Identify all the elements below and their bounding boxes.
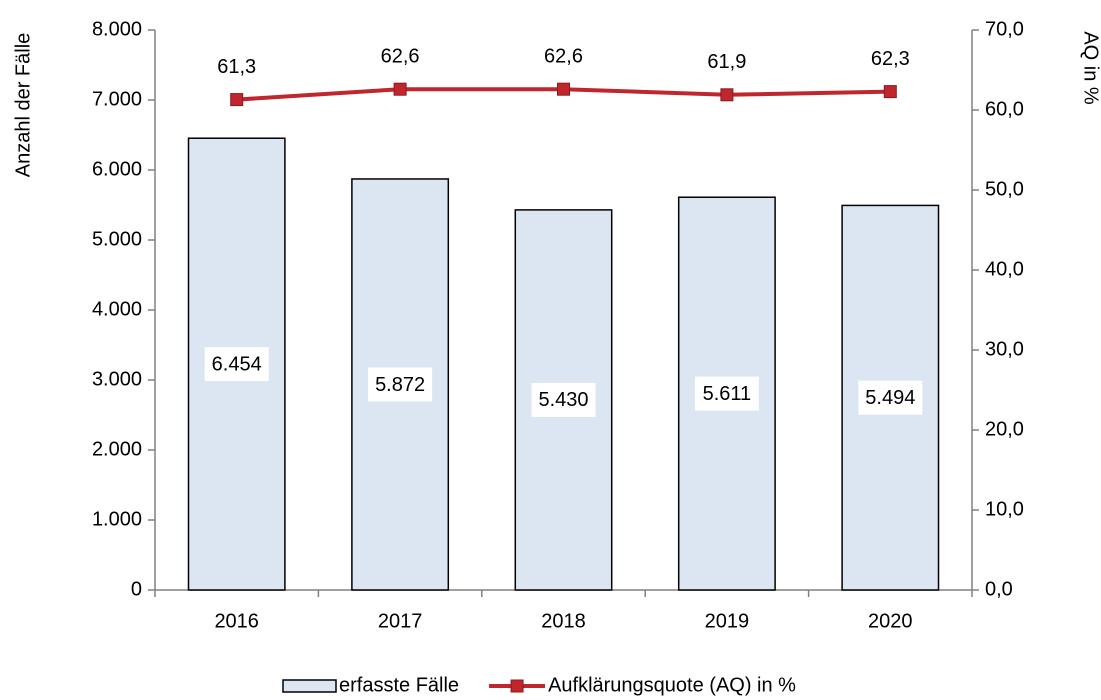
y-axis-label: Anzahl der Fälle [12,33,34,178]
line-value-label: 62,3 [871,48,910,70]
legend-swatch [282,679,337,693]
y2-tick-label: 60,0 [985,98,1024,120]
x-tick-label: 2019 [705,610,750,632]
y-tick-label: 4.000 [92,298,142,320]
y-tick-label: 8.000 [92,18,142,40]
y2-tick-label: 70,0 [985,18,1024,40]
line-value-label: 61,3 [217,56,256,78]
bar-value-label: 5.872 [375,374,425,396]
y2-tick-label: 30,0 [985,338,1024,360]
legend-label: Aufklärungsquote (AQ) in % [548,674,796,696]
line-value-label: 62,6 [544,45,583,67]
bar-label-box [858,380,923,415]
y-tick-label: 5.000 [92,228,142,250]
y-tick-label: 0 [131,578,142,600]
y-tick-label: 1.000 [92,508,142,530]
bar-value-label: 5.430 [538,389,588,411]
line-marker [557,82,570,96]
line-value-label: 61,9 [707,51,746,73]
line-value-label: 62,6 [381,45,420,67]
line-marker [720,88,734,102]
bar-value-label: 6.454 [212,353,262,375]
bar-label-box [531,382,596,417]
legend-marker [510,679,524,693]
bar-label-box [694,376,759,411]
y-tick-label: 6.000 [92,158,142,180]
y2-axis-label: AQ in % [1080,31,1101,105]
bar-value-label: 5.494 [865,387,915,409]
bar-label-box [368,367,433,402]
x-tick-label: 2018 [541,610,586,632]
legend-label: erfasste Fälle [339,674,459,696]
x-tick-label: 2017 [378,610,423,632]
y-tick-label: 7.000 [92,88,142,110]
y-tick-label: 3.000 [92,368,142,390]
x-tick-label: 2016 [214,610,259,632]
y-tick-label: 2.000 [92,438,142,460]
y2-tick-label: 40,0 [985,258,1024,280]
line-marker [883,85,897,99]
y2-tick-label: 20,0 [985,418,1024,440]
y2-tick-label: 0,0 [985,578,1013,600]
x-tick-label: 2020 [868,610,913,632]
line-marker [393,82,407,96]
line-marker [230,93,244,107]
bar-value-label: 5.611 [703,383,752,405]
y2-tick-label: 50,0 [985,178,1024,200]
y2-tick-label: 10,0 [985,498,1024,520]
bar-label-box [204,347,269,382]
